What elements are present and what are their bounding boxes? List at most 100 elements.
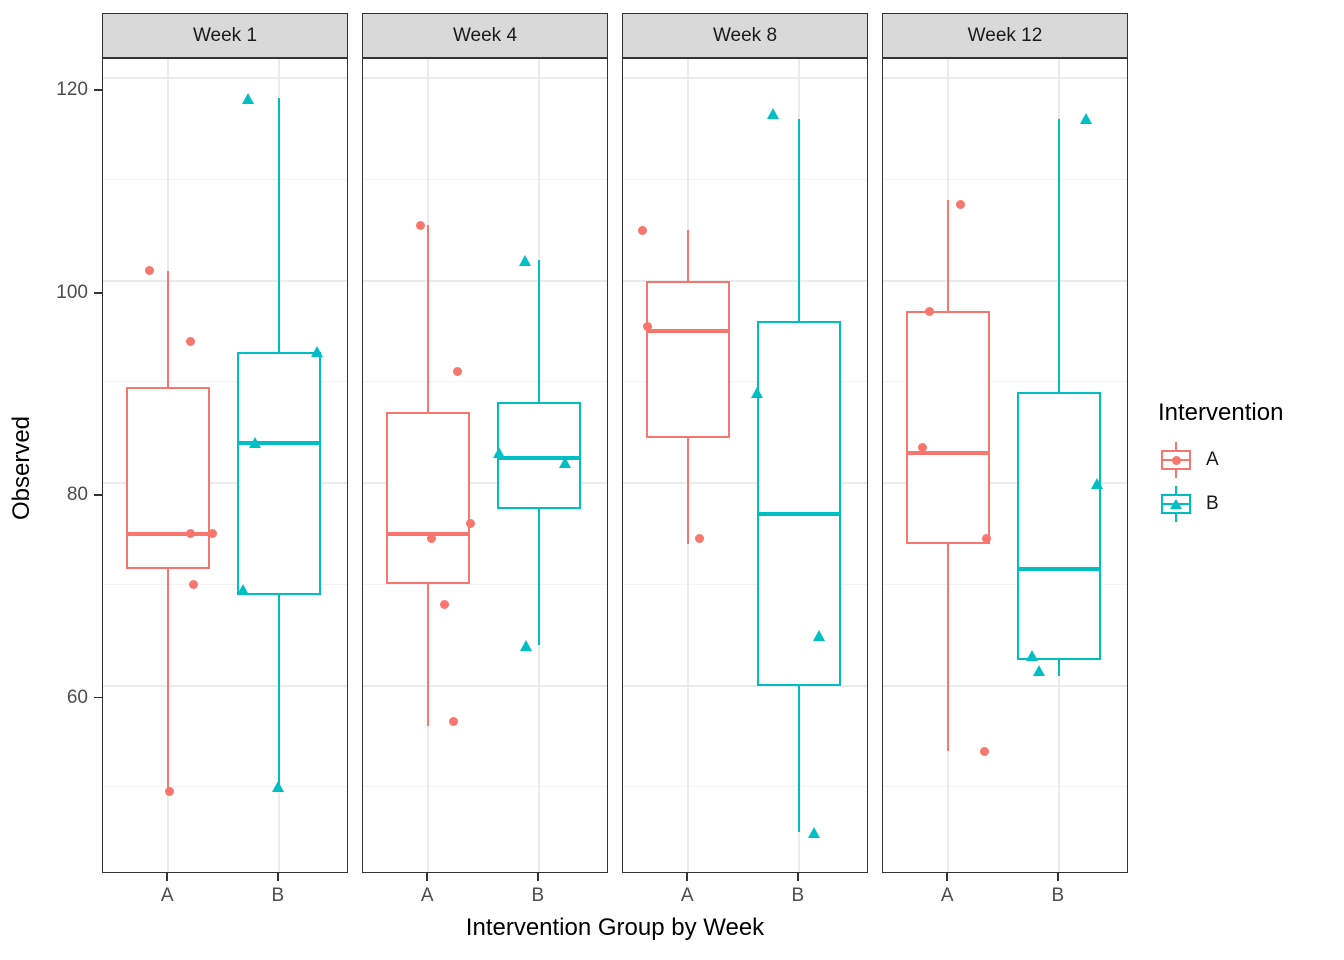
legend-entry-A: A (1158, 442, 1283, 478)
data-point-B (518, 254, 531, 266)
facet-strip: Week 8 (622, 13, 868, 58)
gridline-minor (363, 381, 607, 383)
gridline-major (103, 77, 347, 80)
x-axis-tick-label: A (420, 885, 434, 906)
facet-week-12: Week 12 A B (882, 13, 1128, 906)
data-point-A (979, 746, 989, 756)
facet-strip: Week 4 (362, 13, 608, 58)
facet-strip-label: Week 1 (192, 24, 258, 46)
whisker-upper (797, 118, 800, 322)
facet-strip: Week 1 (102, 13, 348, 58)
data-point-B (808, 826, 821, 838)
data-point-A (185, 529, 195, 539)
data-point-A (145, 266, 155, 276)
gridline-major (103, 684, 347, 687)
data-point-A (415, 220, 425, 230)
boxplot-box-B (497, 402, 581, 509)
data-point-A (695, 534, 705, 544)
gridline-minor (883, 786, 1127, 788)
facet-panel (882, 58, 1128, 873)
whisker-upper (277, 98, 280, 352)
data-point-B (766, 108, 779, 120)
x-axis-tick-label: A (160, 885, 174, 906)
gridline-minor (883, 583, 1127, 585)
data-point-B (248, 437, 261, 449)
x-axis-tick (537, 873, 539, 881)
y-axis-title: Observed (8, 415, 35, 521)
whisker-lower (1057, 660, 1060, 676)
gridline-major (883, 684, 1127, 687)
data-point-B (1090, 477, 1103, 489)
legend-entry-label: B (1206, 493, 1219, 514)
boxplot-median-A (906, 450, 990, 455)
facet-panel (362, 58, 608, 873)
data-point-B (272, 781, 285, 793)
boxplot-median-B (1017, 567, 1101, 572)
data-point-B (812, 629, 825, 641)
facet-week-8: Week 8 A B (622, 13, 868, 906)
boxplot-box-A (386, 412, 470, 585)
facet-strip-label: Week 8 (712, 24, 778, 46)
gridline-minor (103, 381, 347, 383)
data-point-A (956, 200, 966, 210)
data-point-B (310, 346, 323, 358)
data-point-A (427, 534, 437, 544)
boxplot-box-A (906, 311, 990, 544)
x-axis-tick-label: A (940, 885, 954, 906)
x-axis-tick (166, 873, 168, 881)
gridline-major (103, 279, 347, 282)
facet-strip-label: Week 12 (967, 24, 1043, 46)
data-point-B (1025, 649, 1038, 661)
x-axis-tick (277, 873, 279, 881)
gridline-major (623, 77, 867, 80)
legend-key-boxplot-icon (1158, 442, 1194, 478)
gridline-minor (363, 583, 607, 585)
data-point-B (242, 92, 255, 104)
whisker-lower (947, 543, 950, 752)
whisker-lower (797, 685, 800, 833)
y-axis-tick-label: 60 (66, 686, 88, 708)
gridline-minor (623, 178, 867, 180)
data-point-B (519, 639, 532, 651)
y-axis-tick (94, 696, 102, 699)
data-point-A (208, 529, 218, 539)
data-point-B (559, 457, 572, 469)
boxplot-box-B (1017, 392, 1101, 661)
facet-week-4: Week 4 A B (362, 13, 608, 906)
whisker-lower (167, 569, 170, 792)
boxplot-median-B (757, 511, 841, 516)
data-point-B (1080, 113, 1093, 125)
data-point-A (448, 716, 458, 726)
y-axis-tick-label: 100 (56, 281, 88, 303)
x-axis-tick-label: B (531, 885, 545, 906)
y-axis-tick-label: 120 (56, 79, 88, 101)
data-point-B (492, 447, 505, 459)
data-point-B (750, 386, 763, 398)
facet-panel (622, 58, 868, 873)
gridline-minor (363, 178, 607, 180)
boxplot-box-A (646, 280, 730, 438)
legend-key-circle-icon (1171, 455, 1181, 465)
boxplot-median-A (126, 531, 210, 536)
whisker-upper (537, 260, 540, 403)
gridline-major (363, 684, 607, 687)
legend-key-boxplot-icon (1158, 486, 1194, 522)
data-point-A (440, 600, 450, 610)
data-point-A (917, 443, 927, 453)
data-point-A (465, 519, 475, 529)
whisker-upper (687, 230, 690, 281)
whisker-lower (427, 584, 430, 727)
gridline-minor (363, 786, 607, 788)
boxplot-median-B (497, 455, 581, 460)
whisker-upper (947, 199, 950, 312)
y-axis-tick-label: 80 (66, 484, 88, 506)
x-axis-tick-label: A (680, 885, 694, 906)
x-axis-tick-label: B (791, 885, 805, 906)
gridline-minor (103, 786, 347, 788)
facet-strip: Week 12 (882, 13, 1128, 58)
x-axis-tick (686, 873, 688, 881)
gridline-minor (623, 786, 867, 788)
legend-title: Intervention (1158, 399, 1284, 426)
